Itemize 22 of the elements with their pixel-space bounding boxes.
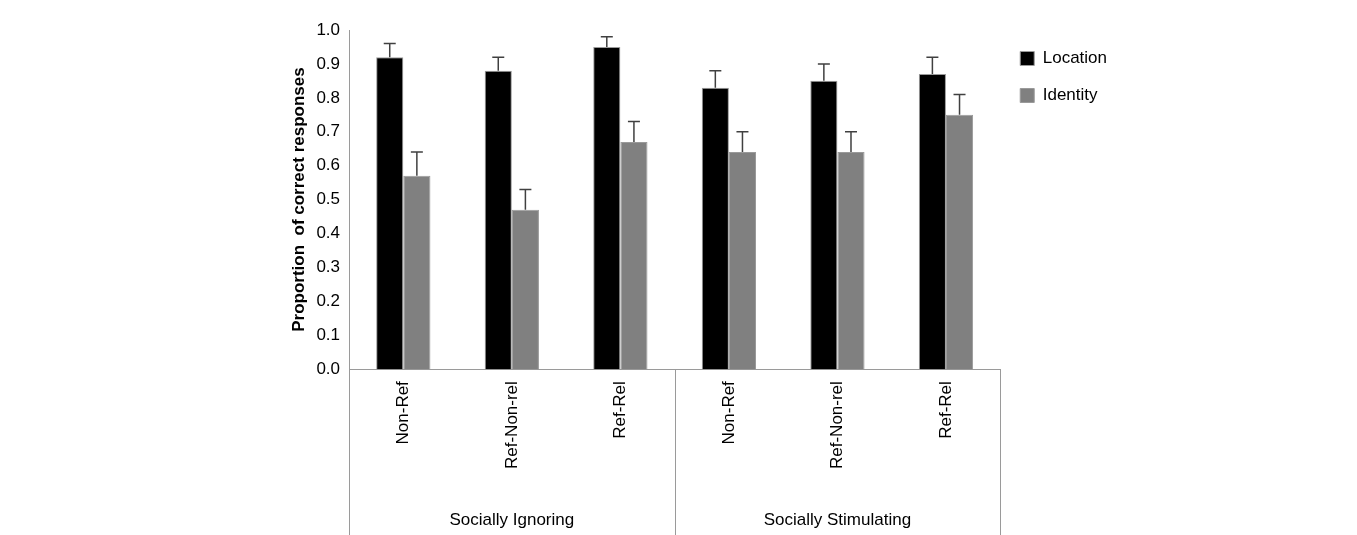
x-tick-label: Ref-Rel — [610, 381, 630, 439]
y-tick-label: 0.1 — [316, 324, 341, 344]
y-tick-label: 0.7 — [316, 121, 341, 141]
text: Socially Ignoring — [449, 510, 575, 529]
x-tick-label: Non-Ref — [718, 380, 738, 445]
x-tick-label: Non-Ref — [392, 380, 412, 445]
y-tick-label: 0.0 — [316, 358, 341, 378]
y-axis-title: Proportion of correct responses — [288, 67, 308, 332]
text: Socially Stimulating — [763, 510, 912, 529]
y-tick-label: 0.3 — [316, 257, 341, 277]
y-tick-label: 0.9 — [316, 53, 341, 73]
x-tick-label: Ref-Rel — [935, 381, 955, 439]
y-tick-label: 0.4 — [316, 223, 341, 243]
y-tick-label: 0.6 — [316, 155, 341, 175]
legend-label: Identity — [1042, 85, 1099, 105]
y-tick-label: 0.5 — [316, 189, 341, 209]
y-tick-label: 1.0 — [316, 19, 341, 39]
x-tick-label: Ref-Non-rel — [501, 381, 521, 469]
y-tick-label: 0.8 — [316, 87, 341, 107]
x-tick-label: Ref-Non-rel — [827, 381, 847, 469]
legend-label: Location — [1042, 48, 1108, 68]
y-tick-label: 0.2 — [316, 291, 341, 310]
